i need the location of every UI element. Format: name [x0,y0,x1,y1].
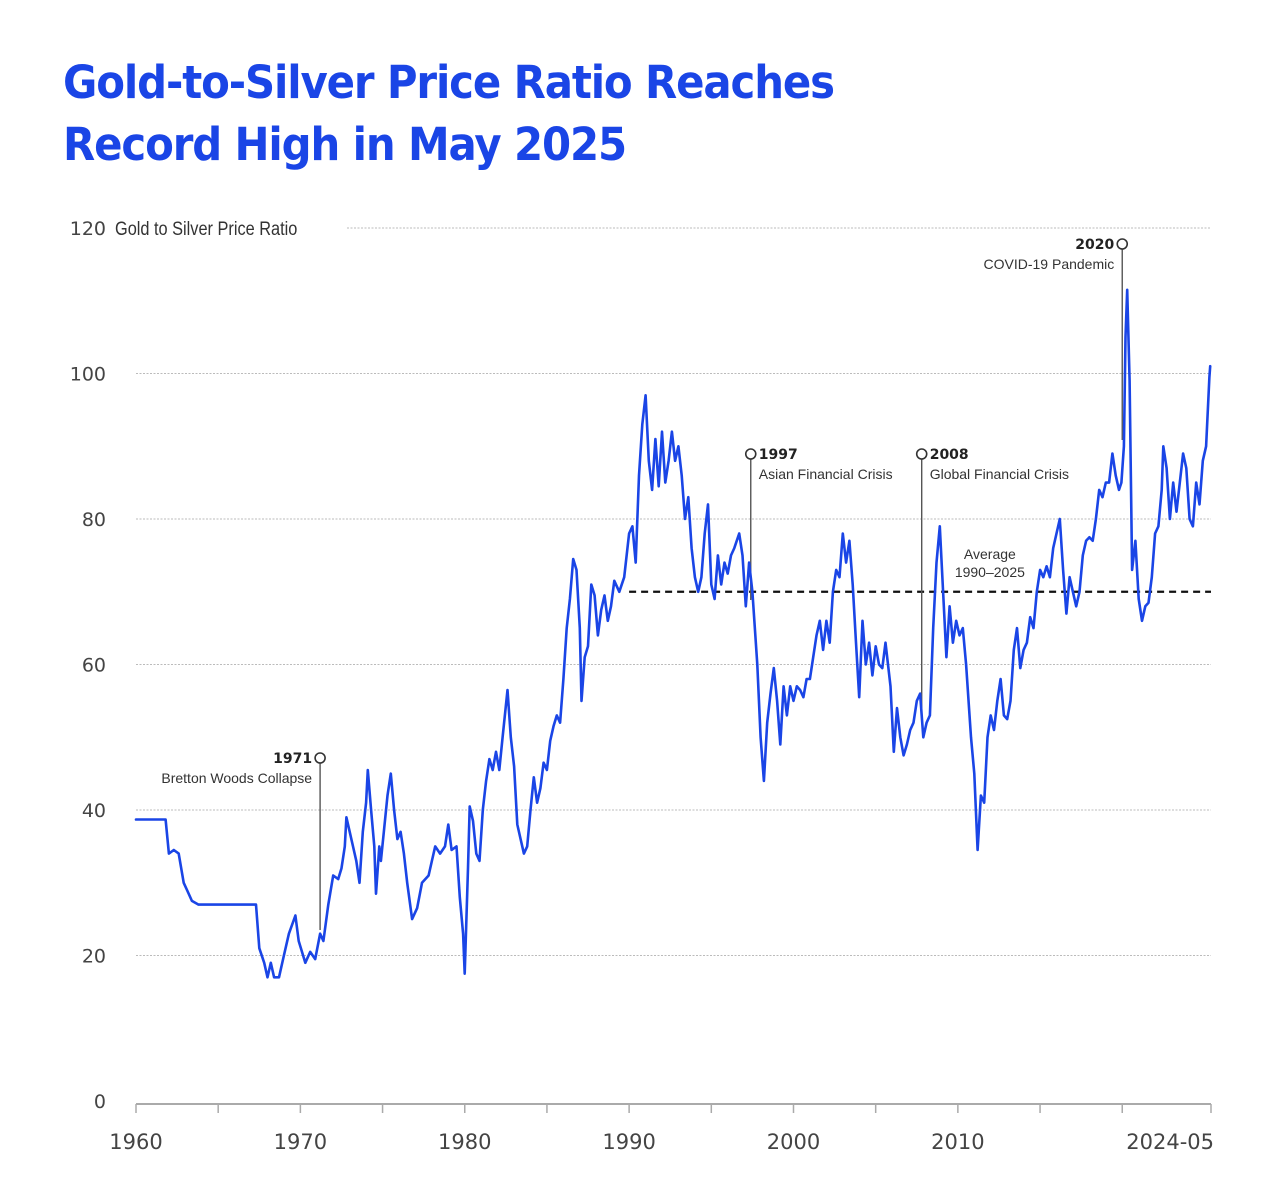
annotation-marker-icon [744,448,757,460]
ratio-series-line [134,288,1212,979]
x-axis: 1960 1970 1980 1990 2000 2010 2024-05 [109,1103,1214,1154]
annotation-year: 2020 [1075,237,1114,253]
x-tick-label: 2010 [931,1130,984,1154]
annotation-marker-icon [915,448,928,460]
annotation-text: Global Financial Crisis [930,466,1069,482]
average-reference-line: Average 1990–2025 [629,546,1211,593]
annotation-text: Bretton Woods Collapse [161,770,312,786]
y-axis-labels: 0 20 40 60 80 100 120 [70,218,106,1113]
y-tick-label: 100 [70,364,106,386]
annotation-year: 2008 [930,447,969,463]
annotation-text: COVID-19 Pandemic [984,256,1115,272]
annotation-year: 1997 [759,447,798,463]
chart-title: Gold-to-Silver Price Ratio Reaches Recor… [63,52,993,176]
y-tick-label: 20 [82,946,106,968]
chart-title-line-2: Record High in May 2025 [63,118,627,171]
x-tick-label: 2000 [767,1130,820,1154]
average-label: Average [964,546,1016,562]
event-annotations: 1971 Bretton Woods Collapse 1997 Asian Fina… [161,237,1129,930]
annotation-year: 1971 [273,751,312,767]
x-tick-label: 1970 [274,1130,327,1154]
x-tick-label: 1990 [602,1130,655,1154]
x-tick-label: 1960 [109,1130,162,1154]
x-tick-label: 1980 [438,1130,491,1154]
y-tick-label: 0 [94,1091,106,1113]
y-tick-label: 40 [82,800,106,822]
y-axis-title: Gold to Silver Price Ratio [115,218,298,239]
series-layer [134,288,1212,979]
annotation-marker-icon [1116,238,1129,250]
average-label: 1990–2025 [955,564,1025,580]
x-tick-label: 2024-05 [1126,1130,1214,1154]
annotation-text: Asian Financial Crisis [759,466,893,482]
annotation-marker-icon [314,752,326,764]
y-tick-label: 60 [82,655,106,677]
y-tick-label: 120 [70,218,106,240]
chart-title-line-1: Gold-to-Silver Price Ratio Reaches [63,56,835,109]
y-tick-label: 80 [82,509,106,531]
